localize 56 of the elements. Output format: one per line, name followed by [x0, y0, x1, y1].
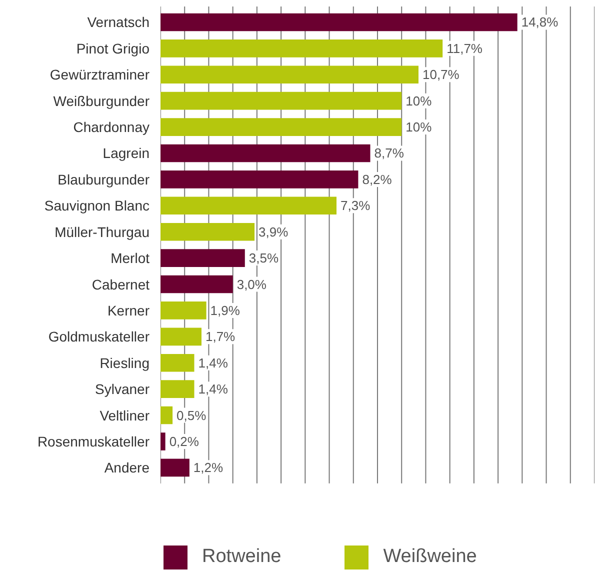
- data-label: 3,9%: [258, 224, 289, 240]
- data-label: 0,5%: [176, 408, 207, 423]
- y-tick-label: Merlot: [110, 250, 150, 266]
- data-label: 1,7%: [205, 329, 236, 344]
- y-tick-label: Rosenmuskateller: [37, 433, 150, 450]
- bar: [160, 302, 206, 320]
- data-label: 1,2%: [193, 460, 224, 476]
- data-label: 14,8%: [521, 14, 559, 30]
- y-tick-label: Vernatsch: [87, 14, 150, 30]
- bar: [160, 13, 518, 32]
- data-label: 1,4%: [198, 355, 228, 370]
- bar: [160, 40, 443, 58]
- bar: [160, 354, 194, 372]
- bar: [160, 275, 233, 294]
- bar: [160, 222, 255, 241]
- data-label: 8,2%: [362, 172, 392, 187]
- y-tick-label: Weißburgunder: [53, 92, 150, 109]
- y-tick-label: Gewürztraminer: [50, 66, 150, 83]
- y-tick-label: Pinot Grigio: [76, 40, 150, 56]
- data-label: 8,7%: [374, 146, 404, 161]
- y-tick-label: Kerner: [107, 302, 150, 318]
- data-label: 10%: [406, 120, 432, 135]
- data-label: 3,0%: [236, 276, 267, 292]
- y-tick-label: Veltliner: [100, 407, 150, 424]
- bar: [160, 432, 166, 450]
- bar: [160, 380, 194, 398]
- bar: [160, 66, 418, 84]
- bar: [160, 458, 190, 477]
- data-label: 3,5%: [248, 250, 279, 266]
- bar: [160, 92, 402, 110]
- bar: [160, 118, 402, 136]
- y-tick-label: Lagrein: [102, 145, 150, 162]
- bar: [160, 196, 337, 215]
- bar: [160, 144, 370, 162]
- y-tick-label: Goldmuskateller: [48, 328, 150, 345]
- bar: [160, 170, 358, 188]
- y-tick-label: Andere: [104, 460, 150, 476]
- data-label: 10,7%: [422, 67, 460, 82]
- data-label: 7,3%: [340, 198, 371, 214]
- y-tick-label: Müller-Thurgau: [54, 224, 150, 240]
- y-tick-label: Riesling: [100, 354, 150, 371]
- data-label: 0,2%: [169, 434, 200, 449]
- y-tick-label: Sylvaner: [95, 381, 150, 398]
- bar: [160, 249, 245, 267]
- data-label: 11,7%: [446, 40, 483, 56]
- data-label: 1,9%: [210, 302, 240, 318]
- bar: [160, 406, 173, 424]
- legend-label: Rotweine: [202, 546, 282, 568]
- y-tick-label: Cabernet: [92, 276, 150, 292]
- data-label: 10%: [406, 93, 432, 108]
- legend-label: Weißweine: [383, 546, 477, 568]
- y-tick-label: Sauvignon Blanc: [44, 198, 150, 214]
- bar: [160, 328, 202, 346]
- data-label: 1,4%: [198, 382, 228, 397]
- y-tick-label: Chardonnay: [73, 119, 150, 136]
- y-tick-label: Blauburgunder: [58, 171, 150, 188]
